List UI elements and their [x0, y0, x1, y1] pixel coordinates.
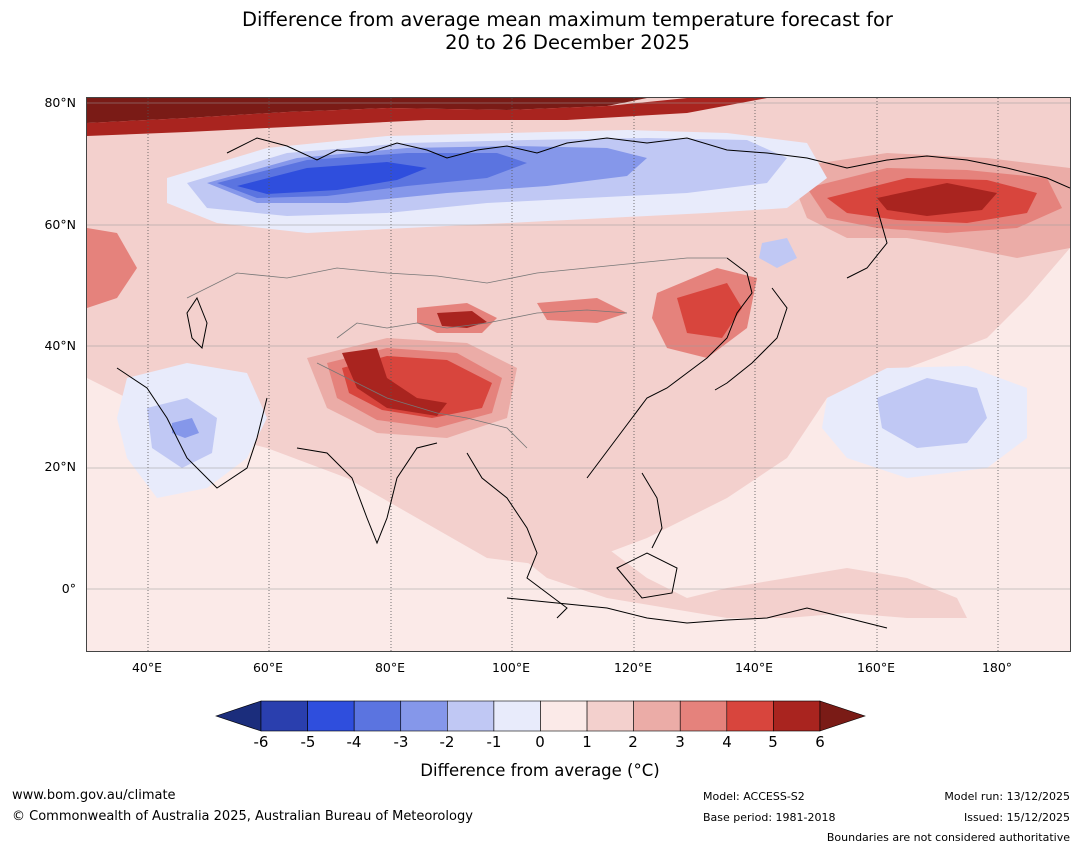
colorbar-extend-low — [215, 700, 262, 732]
colorbar-tick-m1: -1 — [486, 733, 502, 751]
anomaly-region-above6-arctic — [87, 98, 647, 123]
colorbar-cell-3_4 — [679, 700, 728, 732]
disclaimer-text: Boundaries are not considered authoritat… — [826, 831, 1070, 844]
lat-label-80n: 80°N — [44, 95, 76, 110]
colorbar-cell-0_1 — [540, 700, 588, 732]
anomaly-region-m5-m4-siberia — [237, 162, 427, 194]
model-text: Model: ACCESS-S2 — [703, 790, 805, 803]
anomaly-region-5-6-arctic — [87, 98, 767, 136]
colorbar-cell-m1_0 — [493, 700, 541, 732]
coastline-indonesia — [506, 597, 888, 629]
issued-text: Issued: 15/12/2025 — [963, 811, 1070, 824]
colorbar-cell-5_6 — [773, 700, 821, 732]
colorbar-title: Difference from average (°C) — [420, 761, 660, 780]
lon-label-80e: 80°E — [374, 660, 406, 675]
colorbar-cell-1_2 — [586, 700, 634, 732]
anomaly-region-m2-m1-pacific — [877, 378, 987, 448]
lat-label-20n: 20°N — [44, 459, 76, 474]
lon-label-100e: 100°E — [491, 660, 531, 675]
title-line-2: 20 to 26 December 2025 — [445, 31, 690, 54]
lon-label-180: 180° — [981, 660, 1013, 675]
colorbar-tick-m4: -4 — [346, 733, 362, 751]
lon-label-140e: 140°E — [734, 660, 774, 675]
colorbar-tick-6: 6 — [815, 733, 825, 751]
colorbar-cell-4_5 — [726, 700, 774, 732]
map-svg — [87, 98, 1070, 651]
colorbar-tick-m3: -3 — [393, 733, 409, 751]
meridian-lines — [147, 98, 999, 651]
colorbar-tick-1: 1 — [582, 733, 592, 751]
anomaly-region-5-6-tibet — [342, 348, 447, 416]
copyright-text: © Commonwealth of Australia 2025, Austra… — [12, 809, 473, 824]
website-link[interactable]: www.bom.gov.au/climate — [12, 788, 176, 803]
coastlines — [116, 137, 1070, 629]
lon-label-120e: 120°E — [613, 660, 653, 675]
coastline-borneo — [616, 552, 678, 599]
colorbar-tick-m6: -6 — [253, 733, 269, 751]
colorbar-tick-5: 5 — [768, 733, 778, 751]
country-borders — [186, 257, 727, 449]
colorbar — [215, 700, 866, 732]
anomaly-region-m3-m2-arabia — [172, 418, 199, 438]
anomaly-region-5-6-east — [877, 183, 997, 216]
colorbar-cell-m6_m5 — [260, 700, 308, 732]
anomaly-region-m2-m1-japan-sea — [759, 238, 797, 268]
model-run-text: Model run: 13/12/2025 — [944, 790, 1070, 803]
colorbar-cell-m3_m2 — [400, 700, 448, 732]
lon-label-40e: 40°E — [131, 660, 163, 675]
lat-label-40n: 40°N — [44, 338, 76, 353]
lon-label-60e: 60°E — [252, 660, 284, 675]
coastline-japan — [714, 287, 788, 391]
colorbar-extend-high — [819, 700, 866, 732]
colorbar-cell-m4_m3 — [353, 700, 402, 732]
map-title: Difference from average mean maximum tem… — [0, 8, 1081, 54]
coastline-arabia — [116, 367, 268, 489]
colorbar-cell-m5_m4 — [307, 700, 355, 732]
base-period-text: Base period: 1981-2018 — [703, 811, 836, 824]
title-line-1: Difference from average mean maximum tem… — [242, 8, 893, 31]
coastline-caspian — [186, 296, 208, 350]
anomaly-region-5-6-mongolia — [437, 311, 487, 328]
forecast-map — [86, 97, 1071, 652]
coastline-kamchatka — [846, 207, 888, 279]
lat-label-0: 0° — [61, 581, 76, 596]
border-russia-south — [186, 257, 727, 299]
parallel-lines — [87, 102, 1070, 590]
lon-label-160e: 160°E — [856, 660, 896, 675]
anomaly-region-3-4-west — [87, 228, 137, 308]
border-china-west — [336, 309, 628, 339]
coastline-india — [296, 442, 438, 545]
colorbar-tick-0: 0 — [535, 733, 545, 751]
anomaly-region-4-5-manchuria — [677, 283, 742, 338]
coastline-east-asia — [586, 257, 753, 479]
anomaly-region-1-2-south — [497, 518, 967, 618]
colorbar-cell-2_3 — [633, 700, 681, 732]
coastline-north-asia — [226, 137, 1070, 189]
colorbar-tick-m2: -2 — [439, 733, 455, 751]
colorbar-tick-m5: -5 — [300, 733, 316, 751]
colorbar-tick-2: 2 — [628, 733, 638, 751]
colorbar-tick-4: 4 — [722, 733, 732, 751]
border-himalaya — [316, 362, 528, 449]
coastline-philippines — [641, 472, 663, 549]
lat-label-60n: 60°N — [44, 217, 76, 232]
colorbar-tick-3: 3 — [675, 733, 685, 751]
colorbar-cell-m2_m1 — [447, 700, 495, 732]
